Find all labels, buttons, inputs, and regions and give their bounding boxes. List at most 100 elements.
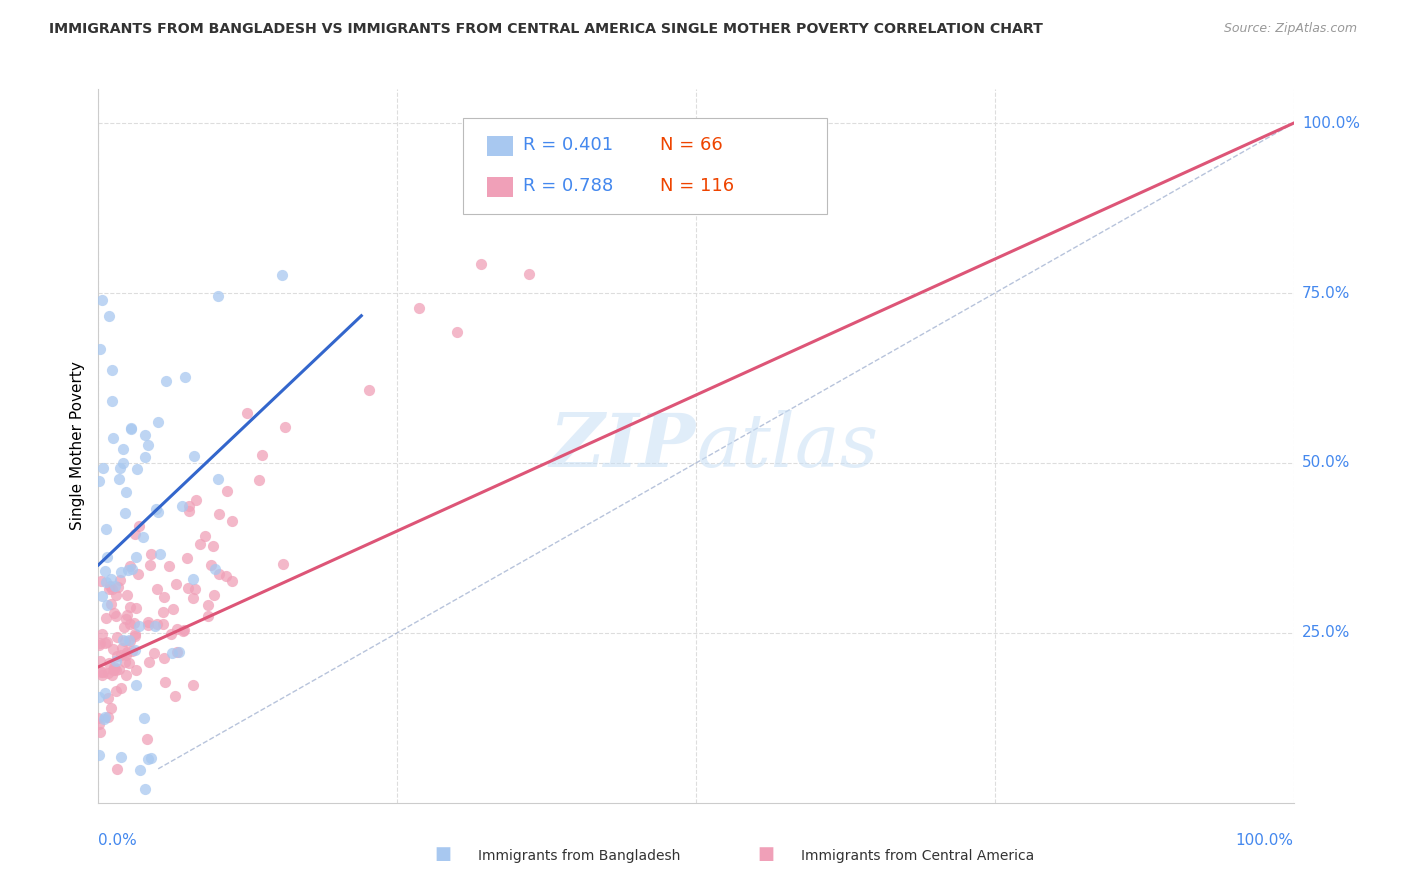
Text: 75.0%: 75.0% <box>1302 285 1350 301</box>
Point <box>128 518 150 533</box>
Point <box>152 605 174 619</box>
Point <box>97 656 120 670</box>
Point <box>97 710 120 724</box>
Point <box>94 636 117 650</box>
Text: 25.0%: 25.0% <box>1302 625 1350 640</box>
Point <box>115 588 138 602</box>
Point <box>125 549 148 564</box>
Point <box>103 660 125 674</box>
Point <box>162 602 184 616</box>
Point <box>271 268 294 282</box>
Point <box>184 493 207 508</box>
Point <box>114 668 136 682</box>
Point <box>125 601 148 615</box>
Point <box>143 619 166 633</box>
Point <box>89 748 111 763</box>
Point <box>121 644 143 658</box>
Point <box>202 588 225 602</box>
Point <box>103 663 125 677</box>
Text: ZIP: ZIP <box>550 409 696 483</box>
Point <box>89 639 111 653</box>
Point <box>174 369 197 384</box>
Point <box>221 574 243 588</box>
Point <box>115 645 138 659</box>
Point <box>183 450 205 464</box>
Point <box>120 633 142 648</box>
Point <box>100 597 122 611</box>
Point <box>446 325 468 339</box>
Bar <box>486 136 513 156</box>
Point <box>94 686 117 700</box>
Point <box>98 582 121 597</box>
Point <box>273 558 295 572</box>
Point <box>91 460 114 475</box>
Point <box>125 461 148 475</box>
Point <box>157 559 180 574</box>
Point <box>118 656 141 670</box>
Point <box>163 690 186 704</box>
Point <box>91 668 114 682</box>
Point <box>124 629 146 643</box>
Text: N = 66: N = 66 <box>661 136 723 154</box>
Point <box>166 644 188 658</box>
Point <box>136 618 159 632</box>
Point <box>134 450 156 464</box>
Point <box>104 579 127 593</box>
Point <box>134 782 156 797</box>
Point <box>125 678 148 692</box>
Point <box>103 662 125 676</box>
Point <box>91 293 114 308</box>
Point <box>172 499 194 513</box>
Point <box>134 428 156 442</box>
Point <box>165 577 187 591</box>
Text: N = 116: N = 116 <box>661 177 734 195</box>
Point <box>98 579 121 593</box>
Point <box>89 690 111 704</box>
Point <box>87 475 110 489</box>
Point <box>104 654 127 668</box>
Point <box>145 502 167 516</box>
Point <box>176 551 198 566</box>
Point <box>105 630 128 644</box>
Point <box>120 559 142 574</box>
Point <box>124 627 146 641</box>
Point <box>132 531 155 545</box>
Point <box>105 608 128 623</box>
Point <box>98 309 121 323</box>
Point <box>146 582 169 596</box>
Point <box>153 651 176 665</box>
Point <box>146 415 169 429</box>
Point <box>93 712 115 726</box>
Point <box>136 752 159 766</box>
Point <box>194 529 217 543</box>
Point <box>87 717 110 731</box>
Point <box>139 547 162 561</box>
Point <box>132 711 155 725</box>
Point <box>96 549 118 564</box>
Text: ■: ■ <box>758 846 775 863</box>
Text: 0.0%: 0.0% <box>98 833 138 848</box>
Point <box>94 574 117 589</box>
Point <box>153 590 176 604</box>
Point <box>136 438 159 452</box>
Point <box>94 611 117 625</box>
Point <box>160 646 183 660</box>
Point <box>181 678 204 692</box>
Point <box>91 665 114 679</box>
Text: ■: ■ <box>434 846 451 863</box>
Point <box>90 574 112 589</box>
Point <box>136 615 159 629</box>
Text: Source: ZipAtlas.com: Source: ZipAtlas.com <box>1223 22 1357 36</box>
Point <box>139 751 162 765</box>
Point <box>121 562 143 576</box>
Point <box>87 711 110 725</box>
Point <box>215 569 238 583</box>
Point <box>517 268 540 282</box>
Text: atlas: atlas <box>696 409 879 483</box>
Point <box>167 645 190 659</box>
Point <box>173 623 195 637</box>
Point <box>188 536 211 550</box>
Point <box>94 565 117 579</box>
Point <box>107 580 129 594</box>
Point <box>104 588 127 602</box>
